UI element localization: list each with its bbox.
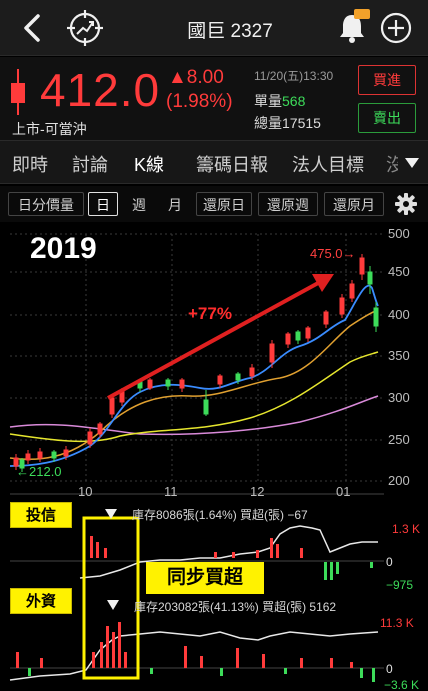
ma-line-blue: [9, 284, 379, 467]
y-tick-300: 300: [388, 390, 410, 405]
tab-chip-daily[interactable]: 籌碼日報: [196, 155, 268, 175]
kline-chart[interactable]: 2019 +77% 475.0→ ←212.0 500 450 400 350 …: [0, 222, 428, 691]
candlestick-icon: [11, 69, 25, 115]
trust-axis-max: 1.3 K: [392, 522, 421, 536]
foreign-holding-line: [9, 631, 379, 681]
chevron-left-icon[interactable]: [14, 12, 50, 44]
total-volume: 總量17515: [254, 113, 321, 133]
tab-overflow[interactable]: 沒: [386, 155, 398, 175]
tab-institutional-target[interactable]: 法人目標: [292, 155, 364, 175]
trust-dropdown-icon[interactable]: [104, 508, 118, 520]
tab-discussion[interactable]: 討論: [72, 155, 108, 175]
plus-circle-icon[interactable]: [378, 10, 414, 46]
foreign-axis-zero: 0: [386, 662, 393, 676]
x-tick-01: 01: [336, 484, 351, 499]
period-selector: 日分價量 日 週 月 還原日 還原週 還原月: [0, 186, 428, 222]
period-monthly[interactable]: 月: [168, 197, 182, 213]
trend-arrow: [107, 274, 334, 400]
peak-price-label: 475.0→: [310, 246, 356, 261]
foreign-axis-min: −3.6 K: [384, 678, 420, 691]
period-intraday-volume[interactable]: 日分價量: [8, 192, 84, 216]
last-price: 412.0: [40, 64, 161, 116]
chevron-down-icon[interactable]: [404, 157, 420, 169]
period-adjusted-weekly[interactable]: 還原週: [258, 192, 318, 216]
market-type: 上市-可當沖: [12, 121, 87, 137]
y-tick-400: 400: [388, 307, 410, 322]
y-tick-350: 350: [388, 348, 410, 363]
low-price-label: ←212.0: [16, 464, 62, 479]
price-change-percent: (1.98%): [166, 91, 233, 112]
x-tick-11: 11: [164, 484, 178, 499]
quote-panel: 412.0 ▲8.00 (1.98%) 上市-可當沖 11/20(五)13:30…: [0, 57, 428, 140]
y-tick-450: 450: [388, 264, 410, 279]
foreign-axis-max: 11.3 K: [380, 616, 414, 630]
sell-button[interactable]: 賣出: [358, 103, 416, 133]
period-daily[interactable]: 日: [88, 192, 118, 216]
trust-tag[interactable]: 投信: [10, 502, 72, 528]
y-tick-250: 250: [388, 432, 410, 447]
foreign-summary: 庫存203082張(41.13%) 買超(張) 5162: [134, 600, 337, 614]
kline-chart-canvas: [9, 233, 384, 682]
target-trend-icon[interactable]: [64, 8, 106, 48]
period-weekly[interactable]: 週: [132, 197, 146, 213]
buy-button[interactable]: 買進: [358, 65, 416, 95]
tab-bar: 即時 討論 K線 籌碼日報 法人目標 沒: [0, 140, 428, 184]
unit-volume: 單量568: [254, 91, 305, 111]
x-tick-12: 12: [250, 484, 265, 499]
x-tick-10: 10: [78, 484, 93, 499]
ma-line-orange: [9, 309, 379, 461]
price-change: ▲8.00: [168, 67, 224, 88]
ma-line-long-pink: [9, 395, 379, 436]
year-annotation: 2019: [30, 232, 97, 265]
chart-grid: [10, 233, 384, 482]
y-tick-500: 500: [388, 226, 410, 241]
trust-summary: 庫存8086張(1.64%) 買超(張) −67: [132, 508, 308, 522]
unit-volume-label: 單量: [254, 93, 282, 109]
foreign-investor-panel: [9, 622, 384, 682]
tab-realtime[interactable]: 即時: [12, 155, 48, 175]
foreign-tag[interactable]: 外資: [10, 588, 72, 614]
trust-axis-zero: 0: [386, 555, 393, 569]
period-adjusted-daily[interactable]: 還原日: [196, 192, 252, 216]
trust-axis-min: −975: [386, 578, 414, 592]
period-adjusted-monthly[interactable]: 還原月: [324, 192, 384, 216]
notification-badge: [354, 9, 370, 19]
total-volume-value: 17515: [282, 115, 321, 131]
total-volume-label: 總量: [254, 115, 282, 131]
foreign-dropdown-icon[interactable]: [106, 599, 120, 611]
tab-kline[interactable]: K線: [134, 155, 165, 175]
app-header: 國巨 2327: [0, 0, 428, 56]
investment-trust-panel: [10, 525, 384, 580]
page-title: 國巨 2327: [187, 21, 273, 42]
gear-icon[interactable]: [394, 192, 418, 216]
candlesticks: [13, 254, 379, 472]
quote-timestamp: 11/20(五)13:30: [254, 69, 334, 83]
gain-annotation: +77%: [188, 304, 232, 323]
y-tick-200: 200: [388, 473, 410, 488]
bell-icon[interactable]: [334, 10, 370, 46]
unit-volume-value: 568: [282, 93, 306, 109]
sync-buy-label: 同步買超: [146, 562, 264, 594]
